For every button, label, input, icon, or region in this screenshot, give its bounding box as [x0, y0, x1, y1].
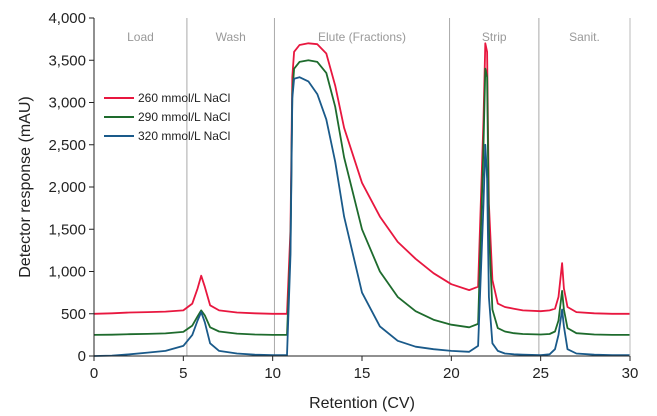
legend-label: 260 mmol/L NaCl: [138, 91, 230, 105]
phase-label: Strip: [482, 30, 507, 44]
y-tick-label: 3,500: [48, 52, 86, 69]
phase-label: Load: [127, 30, 154, 44]
x-tick-label: 10: [264, 365, 281, 382]
x-tick-label: 5: [179, 365, 187, 382]
series-line-3: [93, 76, 630, 357]
y-tick-label: 2,500: [48, 137, 86, 154]
y-tick-label: 4,000: [48, 10, 86, 27]
axes: [93, 18, 631, 357]
legend-label: 320 mmol/L NaCl: [138, 129, 230, 143]
x-tick-label: 25: [532, 365, 549, 382]
phase-label: Sanit.: [569, 30, 600, 44]
series-lines: [93, 42, 630, 357]
y-tick-label: 3,000: [48, 95, 86, 112]
y-axis-title: Detector response (mAU): [17, 96, 34, 277]
y-tick-label: 500: [61, 306, 86, 323]
y-tick-label: 1,500: [48, 221, 86, 238]
legend-label: 290 mmol/L NaCl: [138, 110, 230, 124]
x-tick-label: 20: [443, 365, 460, 382]
phase-labels: Load Wash Elute (Fractions) Strip Sanit.: [127, 30, 600, 44]
x-tick-label: 15: [354, 365, 371, 382]
phase-label: Elute (Fractions): [318, 30, 406, 44]
legend: 260 mmol/L NaCl 290 mmol/L NaCl 320 mmol/L…: [104, 91, 230, 143]
phase-boundaries: [186, 18, 540, 356]
series-line-1: [93, 42, 630, 315]
y-tick-label: 1,000: [48, 264, 86, 281]
y-ticks: 0 500 1,000 1,500 2,000 2,500 3,000 3,500 4,000: [48, 10, 94, 365]
x-tick-label: 30: [622, 365, 639, 382]
series-line-2: [93, 59, 630, 336]
x-ticks: 0 5 10 15 20 25 30: [90, 356, 639, 382]
y-tick-label: 2,000: [48, 179, 86, 196]
x-axis-title: Retention (CV): [309, 395, 415, 412]
y-tick-label: 0: [78, 348, 86, 365]
phase-label: Wash: [216, 30, 246, 44]
x-tick-label: 0: [90, 365, 98, 382]
